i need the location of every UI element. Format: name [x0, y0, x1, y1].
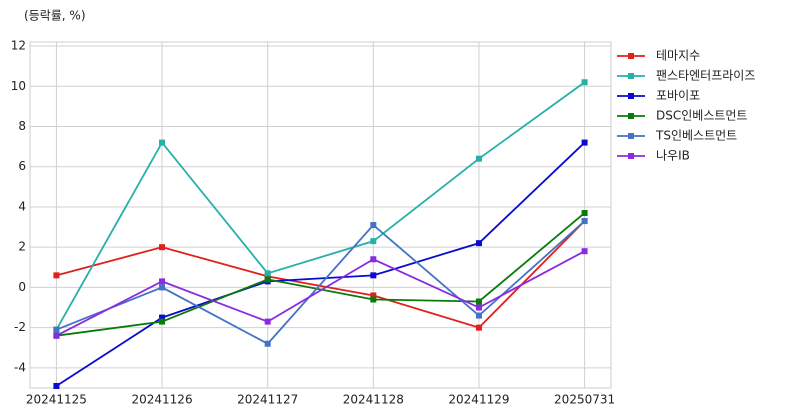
x-tick-label: 20241125: [26, 393, 87, 407]
legend-marker: [628, 53, 634, 59]
point: [159, 314, 166, 321]
y-tick-label: 2: [18, 240, 26, 254]
point: [53, 272, 60, 279]
point: [475, 298, 482, 305]
x-tick-label: 20250731: [554, 393, 615, 407]
y-tick-label: 6: [18, 159, 26, 173]
point: [264, 270, 271, 277]
legend-label: 나우IB: [656, 149, 690, 163]
point: [53, 326, 60, 333]
series-line: [56, 220, 586, 345]
y-tick-label: 8: [18, 119, 26, 133]
point: [264, 273, 271, 280]
point: [53, 332, 60, 339]
point: [159, 284, 166, 291]
point: [475, 155, 482, 162]
legend-label: 테마지수: [656, 49, 700, 63]
point: [53, 382, 60, 389]
series-line: [56, 220, 586, 329]
point: [475, 324, 482, 331]
y-tick-label: 0: [18, 280, 26, 294]
series-line: [55, 250, 586, 337]
point: [159, 318, 166, 325]
point: [264, 276, 271, 283]
x-tick-label: 20241128: [343, 393, 404, 407]
point: [370, 296, 377, 303]
point: [370, 238, 377, 245]
legend-label: TS인베스트먼트: [655, 129, 737, 143]
x-tick-label: 20241126: [132, 393, 193, 407]
legend-label: DSC인베스트먼트: [656, 109, 747, 123]
legend-marker: [628, 133, 634, 139]
point: [159, 278, 166, 285]
plot-frame: [29, 41, 612, 389]
point: [581, 248, 588, 255]
series-line: [55, 141, 586, 387]
point: [370, 222, 377, 229]
point: [159, 139, 166, 146]
y-tick-label: 10: [11, 79, 26, 93]
point: [581, 209, 588, 216]
y-tick-label: 12: [11, 39, 26, 53]
point: [370, 256, 377, 263]
y-tick-label: -4: [14, 360, 26, 374]
legend-marker: [628, 73, 634, 79]
point: [264, 318, 271, 325]
legend-marker: [628, 113, 634, 119]
chart-title: (등락률, %): [24, 9, 86, 23]
x-tick-label: 20241127: [237, 393, 298, 407]
point: [581, 139, 588, 146]
legend-label: 팬스타엔터프라이즈: [656, 69, 755, 83]
point: [159, 244, 166, 251]
point: [581, 218, 588, 225]
series-line: [55, 81, 586, 331]
y-tick-label: 4: [18, 199, 26, 213]
y-tick-label: -2: [14, 320, 26, 334]
point: [475, 312, 482, 319]
point: [475, 304, 482, 311]
legend-marker: [628, 93, 634, 99]
legend-marker: [628, 153, 634, 159]
x-tick-label: 20241129: [448, 393, 509, 407]
point: [370, 292, 377, 299]
series-line: [56, 212, 586, 337]
point: [370, 272, 377, 279]
point: [475, 240, 482, 247]
point: [581, 79, 588, 86]
point: [264, 340, 271, 347]
legend-label: 포바이포: [656, 89, 700, 103]
